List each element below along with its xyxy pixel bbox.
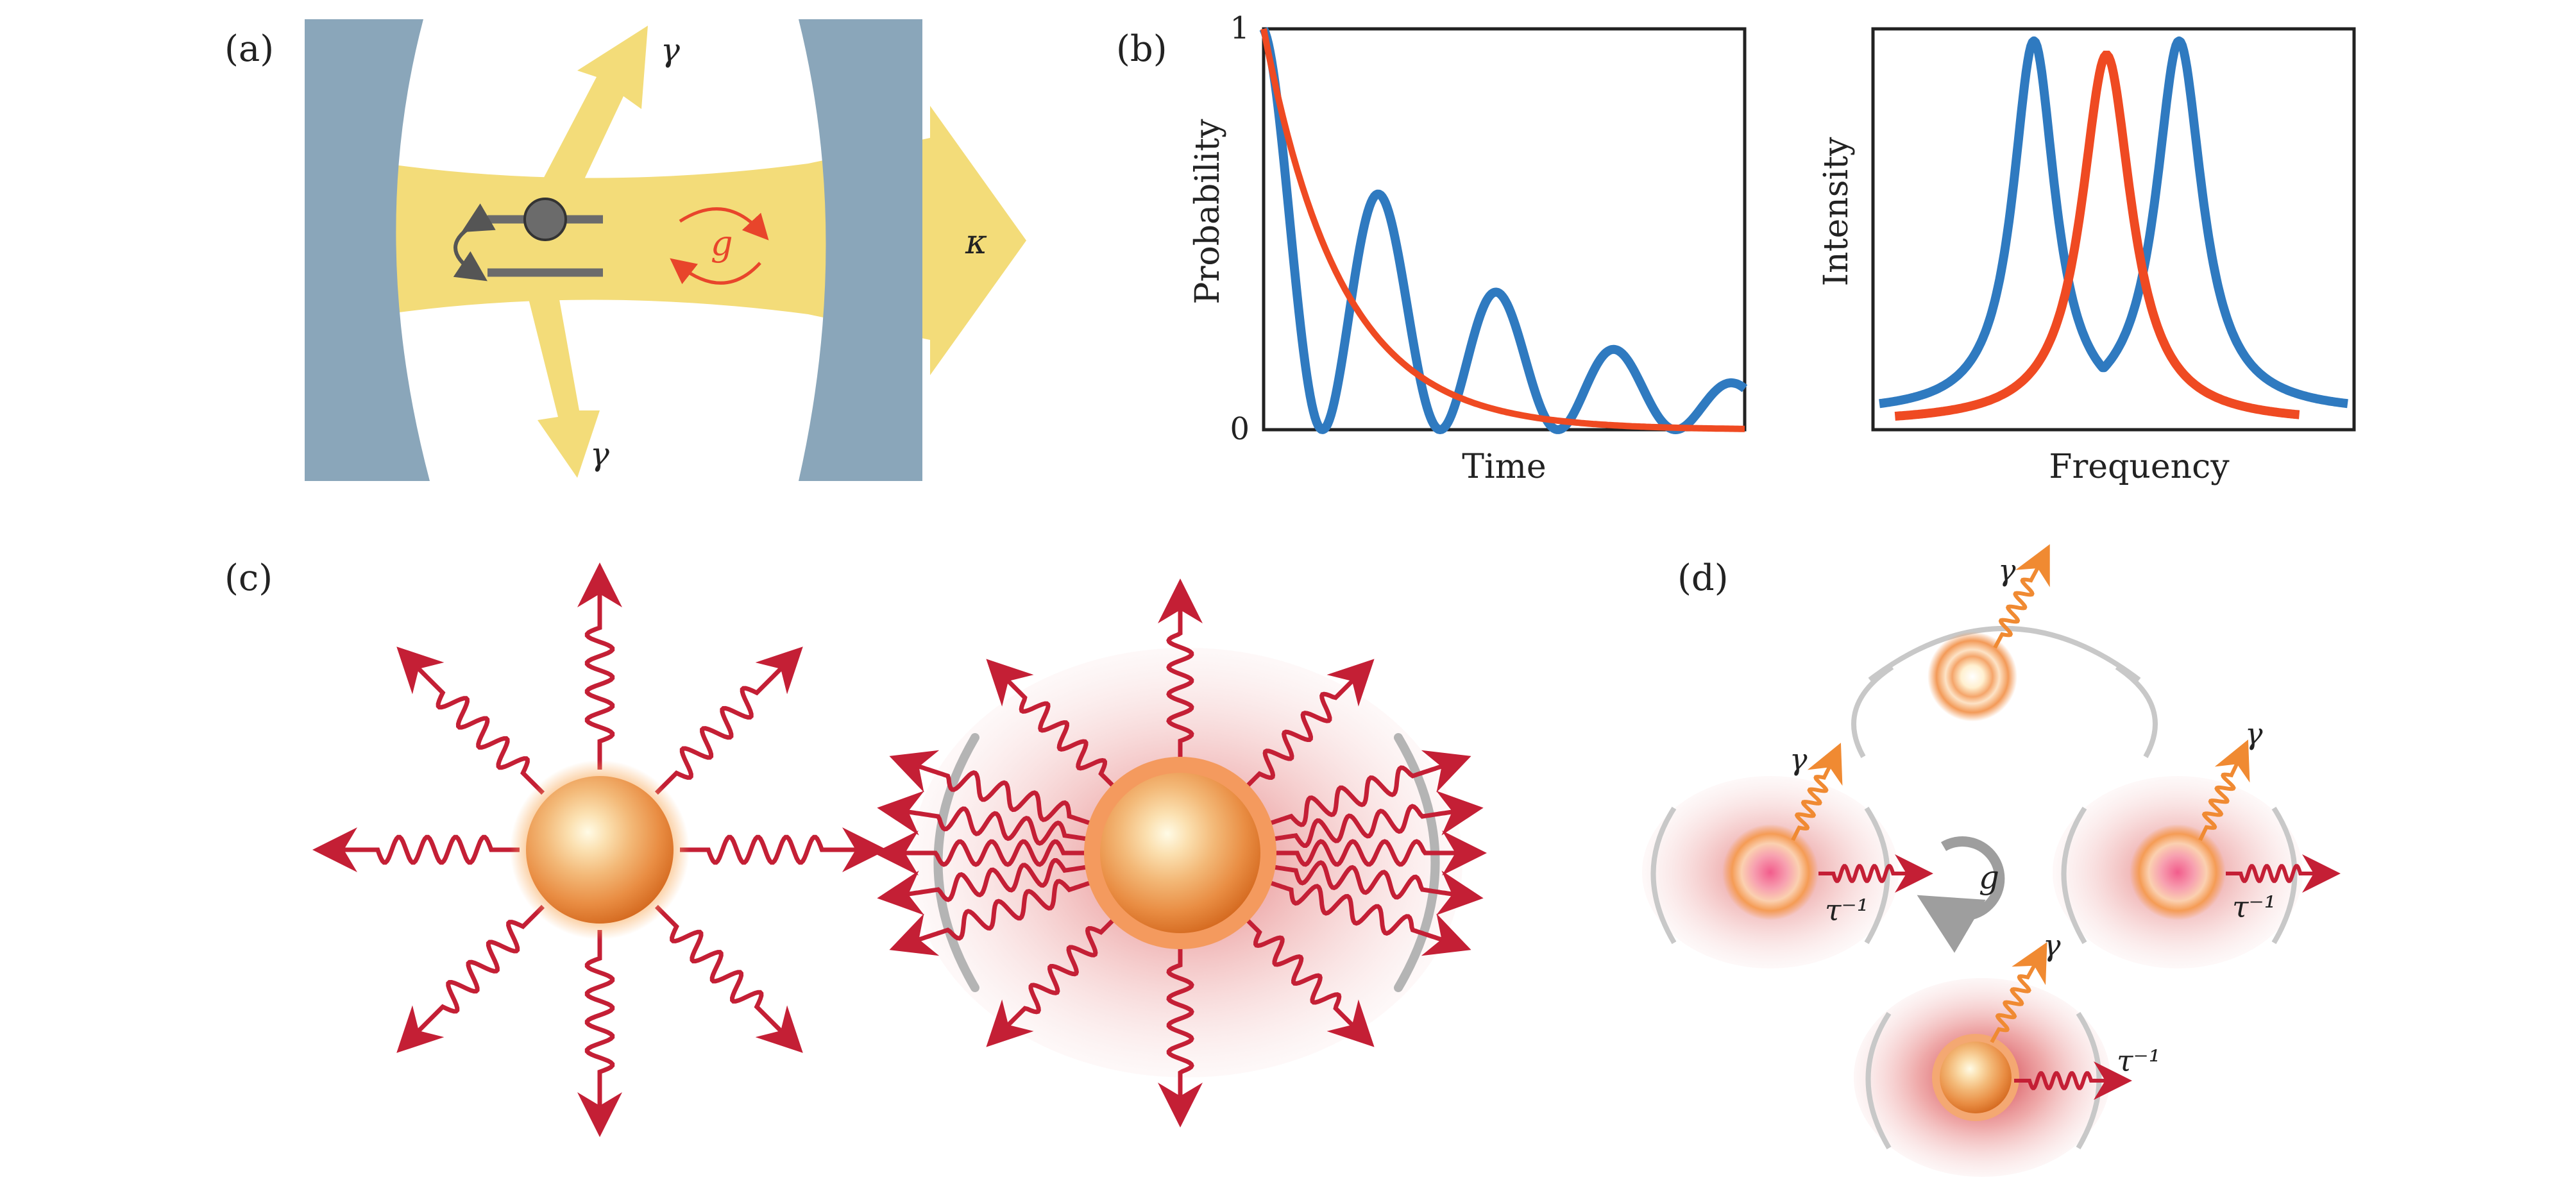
- series-orange-single-peak: [1894, 51, 2300, 421]
- transition-arrow: [453, 203, 496, 282]
- atom-electron: [523, 198, 567, 241]
- left-gamma-emission: [1791, 743, 1843, 841]
- cavity-emission-ray: [877, 791, 1096, 846]
- coupling-arrow-top: [679, 207, 769, 241]
- gamma-top-label: γ: [661, 31, 680, 69]
- cavity-emission-ray: [986, 659, 1121, 793]
- right-tau-label: τ⁻¹: [2232, 890, 2276, 924]
- series-blue-double-peak: [1876, 36, 2351, 409]
- left-tau-label: τ⁻¹: [1825, 893, 1868, 927]
- right-emitter: [2130, 824, 2226, 920]
- top-emitter: [1928, 632, 2017, 722]
- cavity-emitter-emission: [874, 578, 1487, 1127]
- panel-a-label: (a): [225, 28, 274, 70]
- coupling-arrow-bottom: [670, 258, 761, 285]
- gamma-emission-top: [526, 26, 648, 221]
- series-blue-oscillation: [1259, 27, 1748, 434]
- frequency-xlabel: Frequency: [2049, 448, 2230, 486]
- probability-chart: 1 0 Probability Time: [1189, 10, 1748, 486]
- emission-ray: [312, 827, 520, 872]
- panel-d-label: (d): [1677, 557, 1729, 599]
- emission-ray: [577, 562, 622, 770]
- emission-ray: [680, 827, 887, 872]
- emission-ray: [396, 904, 545, 1053]
- cavity-mirror-left: [933, 733, 979, 992]
- emission-ray: [654, 904, 803, 1053]
- cavity-emission-ray: [889, 750, 1099, 828]
- emission-ray: [577, 930, 622, 1137]
- panel-b: (b) 1 0 Probability Time Intensity Frequ…: [1116, 10, 2356, 486]
- free-emitter-sphere: [526, 776, 674, 924]
- bottom-tau-decay: [2014, 1061, 2132, 1100]
- rotation-coupling-label: g: [1979, 859, 1999, 896]
- top-gamma-label: γ: [1998, 553, 2016, 587]
- left-mirror: [305, 19, 430, 481]
- probability-ylabel: Probability: [1189, 119, 1227, 305]
- left-emitter: [1722, 824, 1818, 920]
- bottom-tau-label: τ⁻¹: [2117, 1043, 2160, 1078]
- bottom-gamma-label: γ: [2043, 928, 2061, 963]
- cavity-emission-ray: [1267, 831, 1487, 875]
- intensity-chart-frame: [1871, 27, 2356, 432]
- emission-ray: [654, 646, 803, 795]
- free-emitter-emission: [312, 562, 887, 1137]
- cavity-beam: [385, 106, 1026, 375]
- cavity-emission-ray: [1158, 940, 1203, 1127]
- cavity-emission-ray: [1265, 860, 1484, 915]
- panel-a: (a) g γ γ κ: [225, 19, 1026, 481]
- cavity-emission-ray: [1240, 659, 1375, 793]
- right-gamma-label: γ: [2245, 716, 2263, 751]
- cavity-emission-ray: [874, 831, 1094, 875]
- right-tau-decay: [2226, 854, 2341, 893]
- left-gamma-label: γ: [1790, 742, 1808, 777]
- rotation-arrow: [1917, 836, 2005, 953]
- cavity-emission-ray: [1262, 878, 1471, 956]
- cavity-emission-ray: [1262, 750, 1471, 828]
- panel-c: (c): [225, 557, 1487, 1137]
- cavity-emission-ray: [877, 858, 1096, 915]
- kappa-label: κ: [965, 223, 987, 262]
- intensity-chart: Intensity Frequency: [1817, 27, 2356, 486]
- panel-b-label: (b): [1116, 28, 1167, 70]
- emission-ray: [396, 646, 545, 795]
- gamma-bottom-label: γ: [590, 435, 609, 473]
- cavity-emitter-sphere: [1100, 773, 1260, 933]
- intensity-ylabel: Intensity: [1817, 137, 1856, 286]
- bottom-emitter-sphere: [1940, 1042, 2012, 1113]
- series-orange-decay: [1260, 28, 1745, 432]
- top-gamma-emission: [1993, 544, 2050, 649]
- gamma-emission-bottom: [520, 257, 600, 478]
- panel-c-label: (c): [225, 557, 273, 599]
- right-mirror: [799, 19, 922, 481]
- bottom-gamma-emission: [1990, 941, 2047, 1043]
- panel-d: (d) γ γ τ⁻¹ γ τ⁻¹ g γ τ⁻¹: [1642, 544, 2341, 1177]
- cavity-emission-ray: [986, 913, 1121, 1047]
- ytick-0: 0: [1230, 411, 1250, 447]
- right-gamma-emission: [2198, 739, 2250, 841]
- time-xlabel: Time: [1462, 448, 1546, 486]
- left-tau-decay: [1818, 854, 1933, 893]
- probability-chart-frame: [1262, 27, 1747, 432]
- cavity-emission-ray: [1158, 578, 1203, 766]
- cavity-emission-ray: [1265, 791, 1484, 848]
- cavity-emission-ray: [889, 878, 1099, 956]
- cavity-emission-ray: [1240, 913, 1375, 1047]
- ytick-1: 1: [1230, 10, 1250, 46]
- coupling-label: g: [711, 223, 733, 264]
- cavity-mirror-right: [1394, 733, 1440, 992]
